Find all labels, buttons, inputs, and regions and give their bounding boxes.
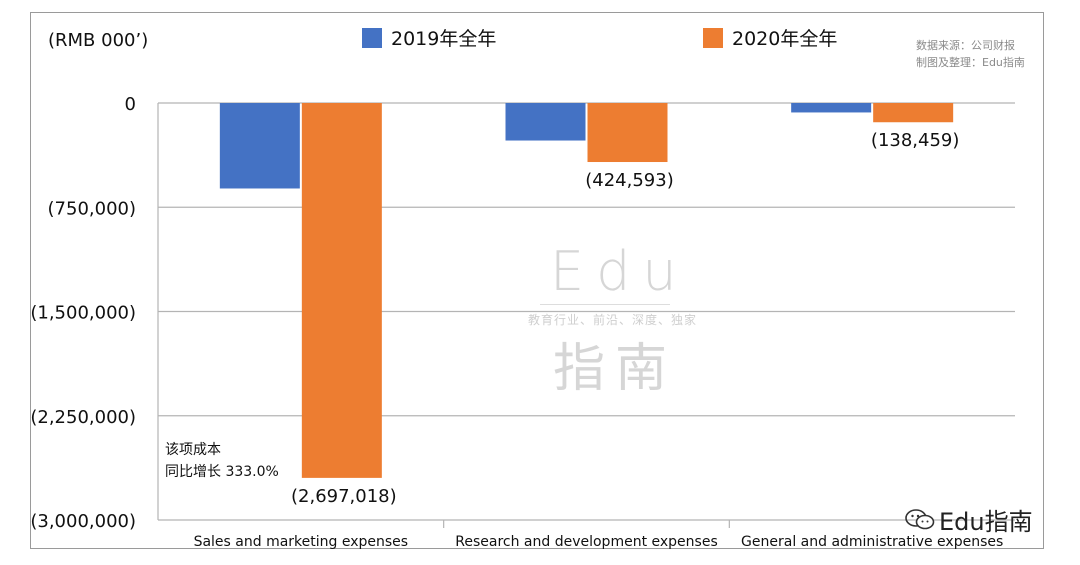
source-line-1: 数据来源：公司财报 bbox=[916, 39, 1015, 52]
wechat-icon bbox=[905, 508, 935, 529]
annotation-line-2: 同比增长 333.0% bbox=[165, 464, 279, 480]
watermark-tagline: 教育行业、前沿、深度、独家 bbox=[528, 313, 698, 327]
data-label: (2,697,018) bbox=[291, 486, 397, 507]
brand-badge: Edu指南 bbox=[905, 502, 1033, 537]
x-tick-label: Sales and marketing expenses bbox=[194, 534, 409, 550]
legend-label-2019: 2019年全年 bbox=[391, 28, 497, 50]
bars bbox=[219, 103, 954, 478]
x-tick-label: Research and development expenses bbox=[455, 534, 718, 550]
brand-text: Edu指南 bbox=[939, 508, 1033, 536]
legend-swatch-2020 bbox=[703, 27, 723, 48]
legend-item-2019: 2019年全年 bbox=[362, 24, 496, 51]
data-label: (424,593) bbox=[585, 170, 673, 191]
annotation-line-1: 该项成本 bbox=[165, 442, 221, 458]
bar-2019-0 bbox=[219, 103, 300, 189]
bar-2020-0 bbox=[301, 103, 382, 478]
bar-2020-1 bbox=[587, 103, 668, 163]
x-tick-label: General and administrative expenses bbox=[741, 534, 1003, 550]
y-tick-label: (750,000) bbox=[48, 198, 136, 219]
unit-label: (RMB 000’) bbox=[48, 30, 149, 51]
bar-2020-2 bbox=[873, 103, 954, 123]
watermark-edu: Edu bbox=[550, 240, 689, 303]
legend-swatch-2019 bbox=[362, 27, 382, 48]
y-tick-label: (1,500,000) bbox=[30, 303, 136, 324]
watermark-divider bbox=[540, 304, 670, 305]
legend-label-2020: 2020年全年 bbox=[732, 28, 838, 50]
bar-2019-2 bbox=[791, 103, 872, 113]
watermark-cn: 指南 bbox=[553, 339, 678, 399]
y-tick-labels: 0 (750,000) (1,500,000) (2,250,000) (3,000,0… bbox=[30, 94, 136, 532]
source-line-2: 制图及整理：Edu指南 bbox=[916, 56, 1025, 69]
x-tick-labels: Sales and marketing expenses Research and… bbox=[194, 534, 1004, 550]
data-label: (138,459) bbox=[871, 130, 959, 151]
chart-frame bbox=[30, 12, 1044, 549]
y-tick-label: 0 bbox=[125, 94, 136, 115]
gridlines bbox=[157, 102, 1015, 528]
legend-item-2020: 2020年全年 bbox=[703, 24, 837, 51]
y-tick-label: (2,250,000) bbox=[30, 407, 136, 428]
data-labels: (2,697,018) (424,593) (138,459) bbox=[291, 130, 959, 507]
bar-2019-1 bbox=[505, 103, 586, 141]
y-tick-label: (3,000,000) bbox=[30, 511, 136, 532]
